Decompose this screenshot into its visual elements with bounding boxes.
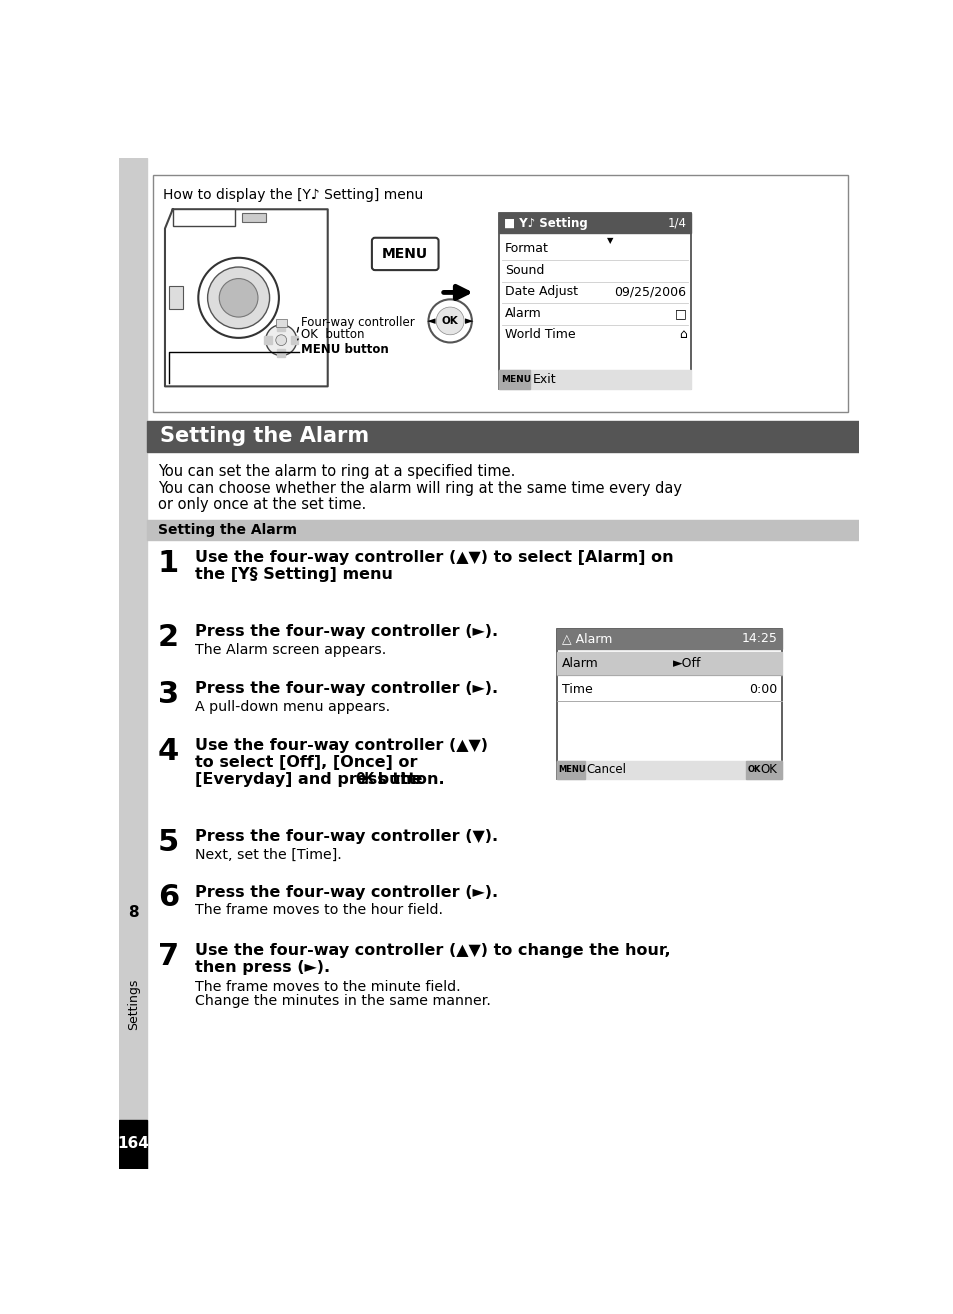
- Bar: [557, 629, 781, 649]
- Text: Date Adjust: Date Adjust: [505, 285, 578, 298]
- Text: OK: OK: [355, 773, 374, 787]
- Text: 5: 5: [158, 828, 179, 857]
- Circle shape: [198, 258, 278, 338]
- Text: △ Alarm: △ Alarm: [561, 632, 612, 645]
- Bar: [277, 350, 285, 357]
- Text: □: □: [674, 306, 686, 319]
- Text: Four-way controller: Four-way controller: [300, 315, 414, 328]
- Text: ▼: ▼: [607, 237, 613, 246]
- Text: 2: 2: [158, 623, 179, 652]
- Text: ►: ►: [464, 315, 473, 326]
- Bar: [147, 420, 858, 452]
- Bar: [557, 652, 781, 675]
- Bar: [169, 286, 183, 309]
- Text: ⌂: ⌂: [678, 328, 686, 342]
- Text: World Time: World Time: [505, 328, 576, 342]
- Bar: [557, 629, 781, 779]
- Bar: [557, 761, 781, 779]
- Text: Settings: Settings: [127, 979, 139, 1030]
- Text: OK: OK: [760, 763, 777, 777]
- Bar: [275, 319, 286, 327]
- Text: Change the minutes in the same manner.: Change the minutes in the same manner.: [195, 993, 491, 1008]
- Text: 14:25: 14:25: [740, 632, 777, 645]
- Bar: [153, 175, 847, 411]
- Text: 1/4: 1/4: [667, 217, 686, 230]
- Text: Format: Format: [505, 242, 549, 255]
- Text: The Alarm screen appears.: The Alarm screen appears.: [195, 643, 386, 657]
- Text: 7: 7: [158, 942, 179, 971]
- Bar: [498, 371, 530, 389]
- Bar: [498, 371, 691, 389]
- Bar: [147, 519, 858, 540]
- Text: MENU: MENU: [500, 374, 531, 384]
- Text: Press the four-way controller (▼).: Press the four-way controller (▼).: [195, 829, 497, 844]
- Bar: [745, 761, 781, 779]
- Text: Time: Time: [561, 683, 592, 696]
- Text: Use the four-way controller (▲▼) to change the hour,: Use the four-way controller (▲▼) to chan…: [195, 943, 670, 958]
- Text: MENU: MENU: [382, 247, 428, 261]
- Text: A pull-down menu appears.: A pull-down menu appears.: [195, 700, 390, 714]
- Text: Sound: Sound: [505, 264, 544, 277]
- Bar: [291, 336, 298, 344]
- Text: the [Y§ Setting] menu: the [Y§ Setting] menu: [195, 568, 393, 582]
- Polygon shape: [165, 209, 328, 386]
- Text: 3: 3: [158, 679, 179, 708]
- Text: then press (►).: then press (►).: [195, 961, 330, 975]
- Text: The frame moves to the hour field.: The frame moves to the hour field.: [195, 903, 443, 917]
- Text: The frame moves to the minute field.: The frame moves to the minute field.: [195, 980, 460, 993]
- Bar: [498, 213, 691, 233]
- Text: ►Off: ►Off: [673, 657, 701, 670]
- Text: to select [Off], [Once] or: to select [Off], [Once] or: [195, 756, 417, 770]
- Circle shape: [428, 300, 472, 343]
- FancyBboxPatch shape: [372, 238, 438, 271]
- Text: 1: 1: [158, 549, 179, 578]
- Text: Next, set the [Time].: Next, set the [Time].: [195, 848, 341, 862]
- Text: Press the four-way controller (►).: Press the four-way controller (►).: [195, 681, 497, 696]
- Text: OK  button: OK button: [300, 328, 364, 342]
- Text: ■ Y♪ Setting: ■ Y♪ Setting: [503, 217, 587, 230]
- Text: 8: 8: [128, 905, 138, 920]
- Circle shape: [266, 325, 296, 356]
- Text: [Everyday] and press the: [Everyday] and press the: [195, 773, 428, 787]
- Text: ◄: ◄: [427, 315, 436, 326]
- Bar: [557, 761, 584, 779]
- Bar: [172, 209, 234, 226]
- Text: Cancel: Cancel: [586, 763, 626, 777]
- Text: OK: OK: [747, 765, 760, 774]
- Text: Exit: Exit: [533, 373, 557, 386]
- Text: button.: button.: [372, 773, 444, 787]
- Circle shape: [208, 267, 270, 328]
- Text: 09/25/2006: 09/25/2006: [614, 285, 686, 298]
- Text: Use the four-way controller (▲▼): Use the four-way controller (▲▼): [195, 738, 488, 753]
- Text: Setting the Alarm: Setting the Alarm: [159, 427, 368, 447]
- Text: or only once at the set time.: or only once at the set time.: [158, 497, 366, 512]
- Text: 0:00: 0:00: [748, 683, 777, 696]
- Text: MENU button: MENU button: [300, 343, 388, 356]
- Text: OK: OK: [441, 315, 458, 326]
- Text: Press the four-way controller (►).: Press the four-way controller (►).: [195, 884, 497, 900]
- Text: Setting the Alarm: Setting the Alarm: [158, 523, 296, 536]
- Text: 6: 6: [158, 883, 179, 912]
- Text: MENU: MENU: [558, 765, 586, 774]
- Text: How to display the [Y♪ Setting] menu: How to display the [Y♪ Setting] menu: [162, 188, 422, 202]
- Text: 164: 164: [117, 1135, 149, 1151]
- Text: Alarm: Alarm: [561, 657, 598, 670]
- Text: 4: 4: [158, 737, 179, 766]
- Bar: [119, 158, 147, 1169]
- Circle shape: [436, 307, 464, 335]
- Circle shape: [219, 279, 257, 317]
- Text: Alarm: Alarm: [505, 306, 541, 319]
- Bar: [264, 336, 272, 344]
- Text: Press the four-way controller (►).: Press the four-way controller (►).: [195, 624, 497, 640]
- Text: You can choose whether the alarm will ring at the same time every day: You can choose whether the alarm will ri…: [158, 481, 681, 497]
- Text: You can set the alarm to ring at a specified time.: You can set the alarm to ring at a speci…: [158, 464, 515, 480]
- Bar: [498, 213, 691, 389]
- Bar: [242, 213, 266, 222]
- Bar: [119, 1120, 147, 1169]
- Text: Use the four-way controller (▲▼) to select [Alarm] on: Use the four-way controller (▲▼) to sele…: [195, 551, 673, 565]
- Circle shape: [275, 335, 286, 346]
- Bar: [277, 323, 285, 331]
